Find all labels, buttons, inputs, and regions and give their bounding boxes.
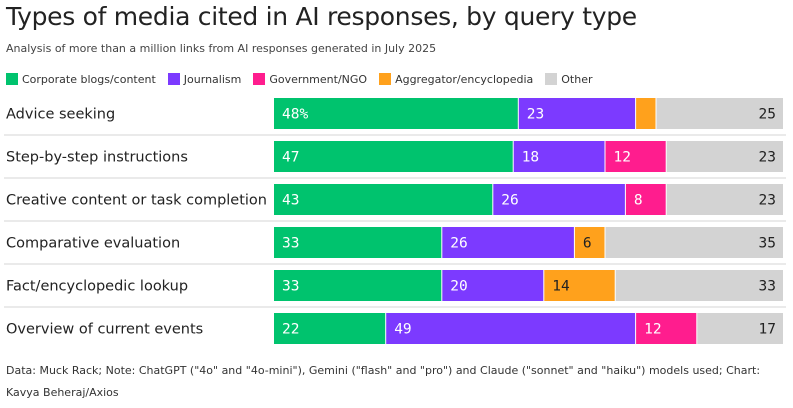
data-label: 12 [614, 150, 631, 166]
data-label: 23 [759, 193, 776, 209]
bar-segment [274, 184, 493, 215]
data-label: 18 [522, 150, 539, 166]
bar-segment [636, 313, 697, 344]
legend-item-journalism: Journalism [167, 72, 242, 86]
data-label: 49 [394, 322, 411, 338]
data-label: 6 [583, 236, 592, 252]
category-label: Overview of current events [6, 322, 203, 338]
data-label: 12 [644, 322, 661, 338]
data-label: 43 [282, 193, 299, 209]
bar-segment [636, 98, 656, 129]
bar-segment [615, 270, 783, 301]
bar-segment [274, 270, 442, 301]
data-label: 26 [450, 236, 467, 252]
data-label: 20 [450, 279, 467, 295]
legend-label-journalism: Journalism [183, 72, 242, 86]
legend: Corporate blogs/content Journalism Gover… [6, 71, 605, 87]
bar-segment [442, 227, 574, 258]
legend-item-aggregator: Aggregator/encyclopedia [379, 73, 533, 86]
legend-label-government: Government/NGO [269, 72, 368, 86]
data-label: 33 [282, 279, 299, 295]
bar-segment [666, 184, 783, 215]
data-label: 33 [759, 279, 776, 295]
bar-segment [574, 227, 605, 258]
bar-segment [518, 98, 636, 129]
bar-segment [697, 313, 783, 344]
chart-subtitle: Analysis of more than a million links fr… [6, 42, 437, 55]
bar-segment [274, 227, 442, 258]
legend-swatch-aggregator [379, 73, 392, 85]
bar-segment [274, 141, 513, 172]
category-label: Comparative evaluation [6, 236, 180, 252]
legend-label-corporate: Corporate blogs/content [22, 72, 156, 86]
bar-segment [666, 141, 783, 172]
legend-item-government: Government/NGO [253, 73, 367, 86]
legend-swatch-other [545, 73, 558, 85]
bar-segment [605, 227, 783, 258]
data-label: 25 [759, 107, 776, 123]
bar-segment [274, 313, 386, 344]
data-label: 8 [634, 193, 643, 209]
chart-footer: Data: Muck Rack; Note: ChatGPT ("4o" and… [6, 364, 761, 399]
legend-swatch-corporate [6, 73, 18, 85]
category-label: Fact/encyclopedic lookup [6, 279, 188, 295]
bar-segment [274, 98, 518, 129]
bar-segment [442, 270, 544, 301]
category-label: Step-by-step instructions [6, 150, 188, 166]
legend-swatch-government [253, 73, 266, 85]
legend-item-corporate: Corporate blogs/content [6, 73, 156, 86]
data-label: 26 [501, 193, 518, 209]
data-label: 33 [282, 236, 299, 252]
data-label: 23 [527, 107, 544, 123]
bar-segment [513, 141, 605, 172]
data-label: 17 [759, 322, 776, 338]
stacked-bar-chart: Advice seeking 48% 23 25 Step-by-step instru… [4, 98, 786, 344]
bar-segment [605, 141, 666, 172]
data-label: 47 [282, 150, 299, 166]
bar-segment [656, 98, 783, 129]
chart-title: Types of media cited in AI responses, by… [6, 2, 637, 31]
data-label: 35 [759, 236, 776, 252]
legend-label-aggregator: Aggregator/encyclopedia [395, 72, 534, 86]
legend-label-other: Other [561, 72, 593, 86]
bar-segment [625, 184, 666, 215]
data-label: 48% [282, 107, 308, 123]
data-label: 23 [759, 150, 776, 166]
category-label: Creative content or task completion [6, 193, 267, 209]
legend-swatch-journalism [167, 73, 180, 85]
category-label: Advice seeking [6, 107, 115, 123]
data-label: 14 [552, 279, 570, 295]
legend-item-other: Other [545, 72, 593, 86]
bar-segment [544, 270, 615, 301]
data-label: 22 [282, 322, 299, 338]
bar-segment [386, 313, 636, 344]
bar-segment [493, 184, 625, 215]
